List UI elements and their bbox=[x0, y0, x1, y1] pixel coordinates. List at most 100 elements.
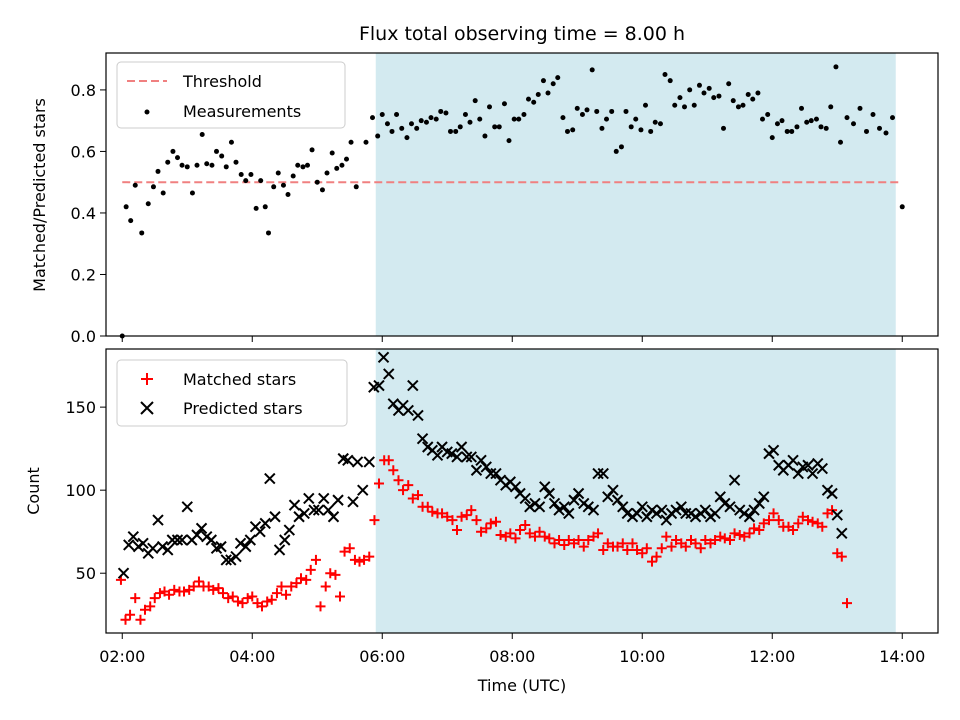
measurement-point bbox=[648, 128, 654, 134]
measurement-point bbox=[870, 112, 876, 118]
measurement-point bbox=[545, 90, 551, 96]
predicted-star-point bbox=[709, 507, 721, 520]
predicted-star-point bbox=[312, 504, 325, 516]
legend-matched-swatch bbox=[141, 373, 153, 385]
predicted-star-point bbox=[675, 501, 687, 513]
y-axis-label: Count bbox=[24, 467, 43, 515]
legend-threshold-label: Threshold bbox=[182, 72, 262, 91]
matched-star-point bbox=[179, 586, 189, 597]
predicted-star-point bbox=[636, 501, 648, 513]
predicted-star-point bbox=[351, 456, 364, 468]
predicted-star-point bbox=[455, 441, 468, 453]
matched-star-point bbox=[656, 543, 667, 554]
predicted-star-point bbox=[127, 530, 140, 543]
y-axis-ticks: 50 100 150 bbox=[65, 398, 106, 583]
matched-star-point bbox=[632, 544, 643, 555]
predicted-star-point bbox=[446, 447, 458, 460]
predicted-star-point bbox=[641, 511, 653, 523]
measurement-point bbox=[228, 139, 234, 145]
predicted-star-point bbox=[490, 467, 502, 480]
measurement-point bbox=[726, 81, 732, 87]
matched-star-point bbox=[544, 533, 555, 544]
predicted-star-point bbox=[826, 487, 838, 500]
y-tick-label: 100 bbox=[65, 481, 96, 500]
predicted-star-point bbox=[485, 467, 497, 480]
measurement-point bbox=[160, 190, 166, 196]
x-tick-label: 10:00 bbox=[619, 647, 665, 666]
matched-star-point bbox=[734, 530, 745, 541]
predicted-star-point bbox=[621, 507, 634, 520]
matched-star-point bbox=[452, 525, 462, 536]
measurement-point bbox=[399, 125, 405, 131]
matched-star-point bbox=[515, 525, 526, 536]
observing-window-shade bbox=[375, 53, 896, 336]
legend: Matched stars Predicted stars bbox=[116, 359, 348, 427]
measurement-point bbox=[789, 128, 795, 134]
measurement-point bbox=[262, 204, 268, 210]
matched-star-point bbox=[593, 528, 604, 539]
predicted-star-point bbox=[416, 432, 429, 445]
matched-star-point bbox=[476, 526, 487, 537]
matched-star-point bbox=[349, 554, 360, 565]
x-axis-ticks bbox=[121, 336, 903, 342]
matched-star-point bbox=[364, 551, 375, 562]
predicted-star-point bbox=[836, 527, 848, 540]
measurement-point bbox=[511, 116, 517, 122]
legend-predicted-swatch bbox=[140, 401, 154, 415]
matched-star-point bbox=[647, 556, 657, 567]
predicted-star-point bbox=[162, 544, 174, 556]
measurement-point bbox=[701, 90, 707, 96]
measurement-point bbox=[584, 107, 590, 113]
matched-star-point bbox=[310, 554, 321, 565]
matched-star-point bbox=[344, 543, 355, 554]
matched-star-point bbox=[188, 581, 199, 592]
predicted-star-point bbox=[123, 539, 135, 551]
predicted-star-point bbox=[383, 368, 395, 380]
measurement-point bbox=[329, 150, 335, 156]
predicted-star-point bbox=[137, 537, 149, 550]
predicted-star-point bbox=[533, 501, 546, 513]
measurement-point bbox=[883, 130, 889, 136]
measurement-point bbox=[487, 104, 492, 110]
matched-star-point bbox=[154, 588, 165, 599]
measurement-point bbox=[248, 172, 254, 178]
matched-star-point bbox=[471, 515, 482, 526]
measurement-point bbox=[453, 128, 459, 134]
y-tick-label: 0.0 bbox=[71, 327, 96, 346]
predicted-star-point bbox=[602, 491, 614, 503]
predicted-star-point bbox=[548, 497, 561, 510]
matched-star-point bbox=[359, 554, 370, 565]
measurement-point bbox=[204, 161, 210, 167]
matched-star-point bbox=[242, 593, 253, 604]
predicted-stars-points bbox=[117, 351, 848, 579]
measurement-point bbox=[851, 121, 856, 127]
measurement-point bbox=[275, 170, 281, 176]
matched-star-point bbox=[130, 593, 141, 604]
matched-star-point bbox=[637, 548, 648, 559]
matched-star-point bbox=[140, 604, 150, 615]
measurement-point bbox=[560, 115, 566, 121]
measurement-point bbox=[285, 192, 291, 197]
predicted-star-point bbox=[509, 481, 522, 493]
measurement-point bbox=[314, 179, 320, 185]
matched-star-point bbox=[145, 601, 156, 612]
matched-star-point bbox=[495, 530, 506, 541]
measurement-point bbox=[672, 102, 678, 108]
matched-star-point bbox=[661, 531, 672, 542]
measurement-point bbox=[677, 95, 683, 101]
measurement-point bbox=[339, 162, 345, 168]
matched-star-point bbox=[534, 526, 545, 537]
matched-star-point bbox=[374, 478, 384, 489]
measurement-point bbox=[540, 78, 546, 84]
measurement-point bbox=[618, 144, 624, 150]
x-tick-label: 04:00 bbox=[229, 647, 275, 666]
measurement-point bbox=[189, 190, 195, 196]
predicted-star-point bbox=[230, 550, 242, 563]
matched-star-point bbox=[354, 556, 365, 567]
legend-measurements-label: Measurements bbox=[183, 102, 301, 121]
predicted-star-point bbox=[166, 534, 179, 546]
predicted-star-point bbox=[254, 525, 266, 538]
measurement-point bbox=[531, 99, 537, 105]
matched-star-point bbox=[481, 523, 492, 534]
predicted-star-point bbox=[288, 499, 301, 511]
